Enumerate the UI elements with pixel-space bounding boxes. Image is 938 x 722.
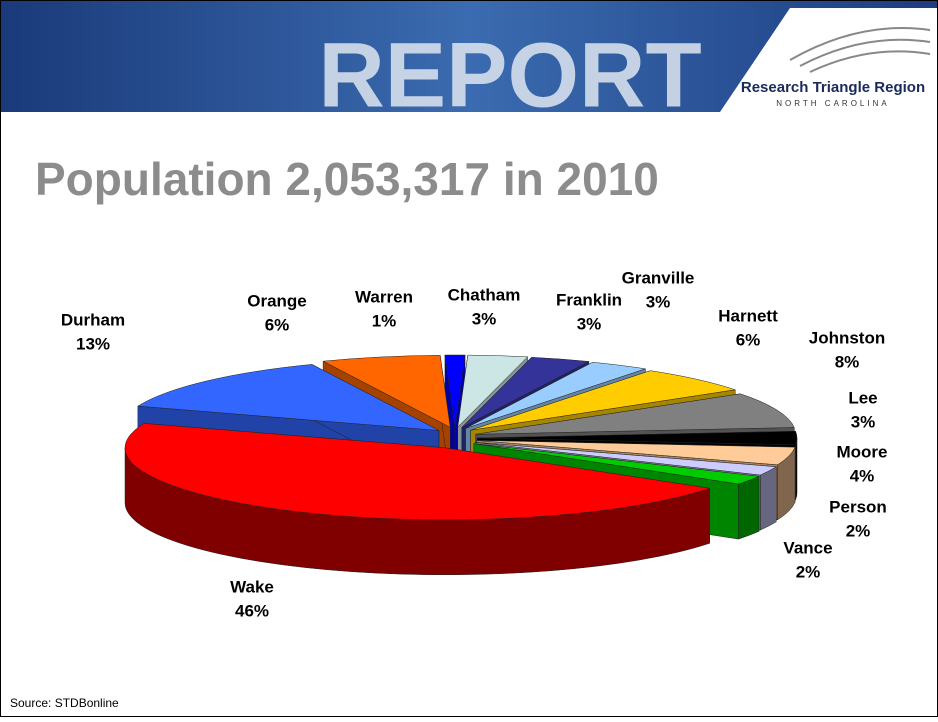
slice-value-label: 6% — [265, 315, 290, 334]
slice — [137, 364, 440, 431]
logo-bg — [720, 8, 937, 112]
slice-label: Durham — [61, 310, 125, 329]
slice — [457, 354, 529, 428]
slice-label: Person — [829, 497, 887, 516]
slice-value-label: 3% — [851, 412, 876, 431]
slice — [465, 362, 646, 429]
source: Source: STDBonline — [10, 696, 119, 710]
slice-label: Franklin — [556, 290, 622, 309]
slice-side — [738, 475, 760, 540]
slice-label: Lee — [848, 388, 877, 407]
slice — [461, 357, 590, 428]
slice — [470, 370, 736, 431]
slice — [124, 423, 710, 521]
slice-value-label: 3% — [577, 314, 602, 333]
slice-value-label: 6% — [736, 330, 761, 349]
slice-label: Johnston — [809, 328, 886, 347]
slice-label: Moore — [837, 442, 888, 461]
slice-label: Warren — [355, 287, 413, 306]
slice-value-label: 3% — [472, 309, 497, 328]
slice-value-label: 2% — [846, 521, 871, 540]
slice-label: Vance — [783, 538, 832, 557]
slice-value-label: 46% — [235, 601, 269, 620]
slice-label: Granville — [622, 268, 695, 287]
slice — [444, 354, 466, 428]
slice — [475, 393, 795, 435]
slice — [322, 355, 451, 428]
logo-lines — [789, 27, 931, 73]
slice-side — [760, 466, 777, 531]
logo-title: Research Triangle Region — [741, 79, 925, 96]
slice-value-label: 1% — [372, 311, 397, 330]
slice — [476, 430, 798, 446]
slice — [473, 443, 761, 485]
slice-value-label: 2% — [796, 562, 821, 581]
chart-title: Population 2,053,317 in 2010 — [35, 153, 659, 205]
slice-value-label: 3% — [646, 292, 671, 311]
slice-side — [795, 437, 798, 500]
slice-value-label: 13% — [76, 334, 110, 353]
slice — [476, 440, 796, 466]
slice-value-label: 4% — [850, 466, 875, 485]
slice-label: Harnett — [718, 306, 778, 325]
slice-label: Orange — [247, 291, 307, 310]
slice-label: Wake — [230, 577, 274, 596]
slice-label: Chatham — [448, 285, 521, 304]
slice-value-label: 8% — [835, 352, 860, 371]
slice — [475, 442, 778, 476]
banner-text: REPORT — [318, 24, 701, 126]
logo-subtitle: NORTH CAROLINA — [776, 99, 889, 108]
